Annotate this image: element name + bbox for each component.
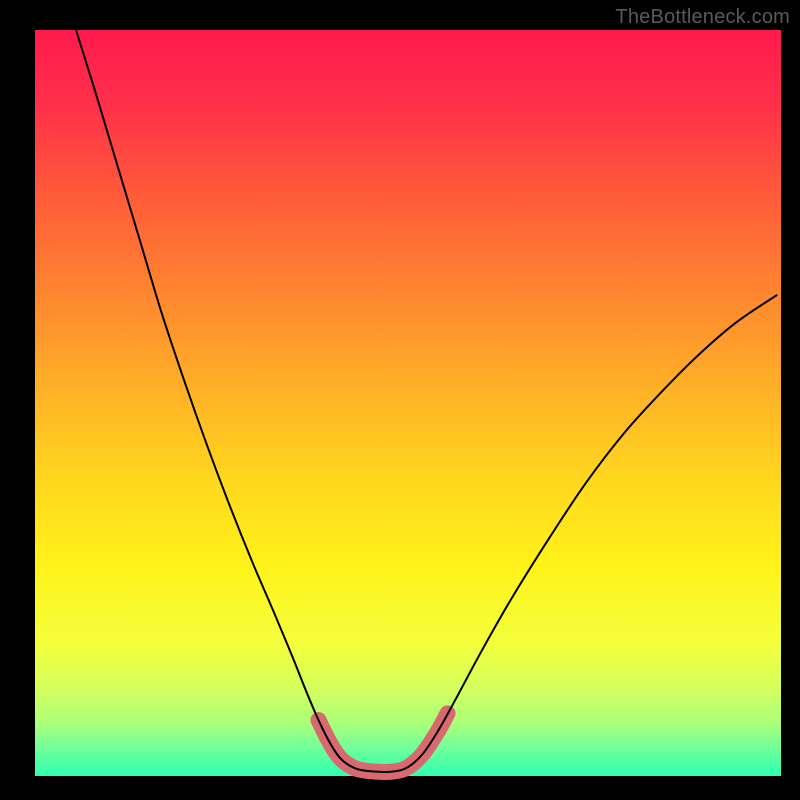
chart-frame: TheBottleneck.com (0, 0, 800, 800)
watermark-text: TheBottleneck.com (615, 6, 790, 29)
bottleneck-plot-svg (0, 0, 800, 800)
plot-background (35, 30, 781, 776)
